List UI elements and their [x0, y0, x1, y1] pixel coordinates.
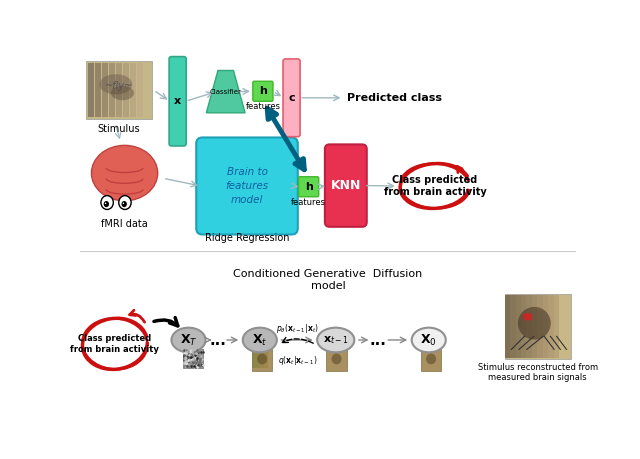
Text: Conditioned Generative  Diffusion
model: Conditioned Generative Diffusion model: [234, 269, 422, 291]
Bar: [109, 63, 115, 118]
Bar: [521, 295, 526, 358]
Ellipse shape: [122, 201, 127, 207]
Bar: [252, 353, 255, 368]
Ellipse shape: [317, 328, 355, 353]
Bar: [88, 63, 94, 118]
Ellipse shape: [172, 328, 205, 353]
Text: Class predicted
from brain activity: Class predicted from brain activity: [383, 175, 486, 197]
Text: Class predicted
from brain activity: Class predicted from brain activity: [70, 334, 159, 353]
Bar: [129, 63, 136, 118]
Ellipse shape: [119, 196, 131, 209]
Text: fMRI data: fMRI data: [101, 219, 148, 229]
Ellipse shape: [123, 202, 124, 204]
Ellipse shape: [426, 353, 436, 364]
Bar: [102, 63, 108, 118]
Text: KNN: KNN: [331, 179, 361, 192]
FancyBboxPatch shape: [169, 56, 186, 146]
Text: ...: ...: [370, 333, 387, 348]
Ellipse shape: [111, 86, 134, 100]
Bar: [123, 63, 129, 118]
Bar: [537, 295, 543, 358]
Ellipse shape: [101, 196, 113, 209]
Ellipse shape: [332, 353, 342, 364]
Bar: [421, 349, 441, 371]
Bar: [95, 63, 101, 118]
Ellipse shape: [104, 201, 109, 207]
Text: Predicted class: Predicted class: [347, 93, 442, 103]
Ellipse shape: [243, 328, 277, 353]
Text: Classifier: Classifier: [210, 89, 242, 95]
Bar: [505, 295, 510, 358]
Bar: [543, 295, 548, 358]
Ellipse shape: [518, 307, 551, 340]
Bar: [252, 349, 272, 371]
Ellipse shape: [257, 353, 267, 364]
Bar: [505, 294, 571, 359]
Bar: [510, 295, 516, 358]
Ellipse shape: [99, 74, 132, 95]
Text: h: h: [305, 182, 312, 192]
Bar: [532, 295, 537, 358]
Bar: [326, 349, 347, 371]
Ellipse shape: [105, 202, 106, 204]
Text: $\mathbf{x}_{t-1}$: $\mathbf{x}_{t-1}$: [323, 334, 349, 346]
Bar: [255, 353, 259, 368]
Bar: [516, 295, 521, 358]
Bar: [136, 63, 143, 118]
FancyBboxPatch shape: [325, 145, 367, 227]
Bar: [259, 353, 261, 368]
FancyBboxPatch shape: [298, 177, 319, 197]
FancyBboxPatch shape: [196, 137, 298, 235]
Bar: [264, 353, 268, 368]
Text: ~fly~: ~fly~: [105, 81, 133, 91]
FancyBboxPatch shape: [253, 81, 273, 101]
Text: Brain to
features
model: Brain to features model: [225, 167, 269, 205]
Text: $q(\mathbf{x}_t|\mathbf{x}_{t-1})$: $q(\mathbf{x}_t|\mathbf{x}_{t-1})$: [278, 353, 317, 366]
Text: x: x: [174, 96, 181, 106]
Text: $\mathbf{X}_t$: $\mathbf{X}_t$: [252, 332, 268, 347]
Text: ...: ...: [209, 333, 227, 348]
Ellipse shape: [412, 328, 446, 353]
Text: Stimulus reconstructed from
measured brain signals: Stimulus reconstructed from measured bra…: [477, 363, 598, 382]
Bar: [183, 349, 204, 368]
Ellipse shape: [92, 146, 157, 201]
Text: c: c: [288, 93, 295, 103]
FancyBboxPatch shape: [283, 59, 300, 137]
Text: features: features: [291, 197, 326, 207]
Polygon shape: [206, 71, 245, 113]
Text: $p_\theta(\mathbf{x}_{t-1}|\mathbf{x}_t)$: $p_\theta(\mathbf{x}_{t-1}|\mathbf{x}_t)…: [276, 322, 319, 335]
Bar: [548, 295, 554, 358]
Bar: [261, 353, 264, 368]
Text: Stimulus: Stimulus: [98, 123, 140, 134]
Ellipse shape: [523, 313, 532, 321]
Text: Ridge Regression: Ridge Regression: [205, 233, 289, 243]
Text: $\mathbf{X}_T$: $\mathbf{X}_T$: [180, 332, 197, 347]
Bar: [116, 63, 122, 118]
Text: features: features: [245, 102, 280, 111]
Bar: [86, 61, 152, 119]
Text: $\mathbf{X}_0$: $\mathbf{X}_0$: [420, 332, 437, 347]
Text: h: h: [259, 86, 267, 96]
Bar: [527, 295, 532, 358]
Bar: [554, 295, 559, 358]
